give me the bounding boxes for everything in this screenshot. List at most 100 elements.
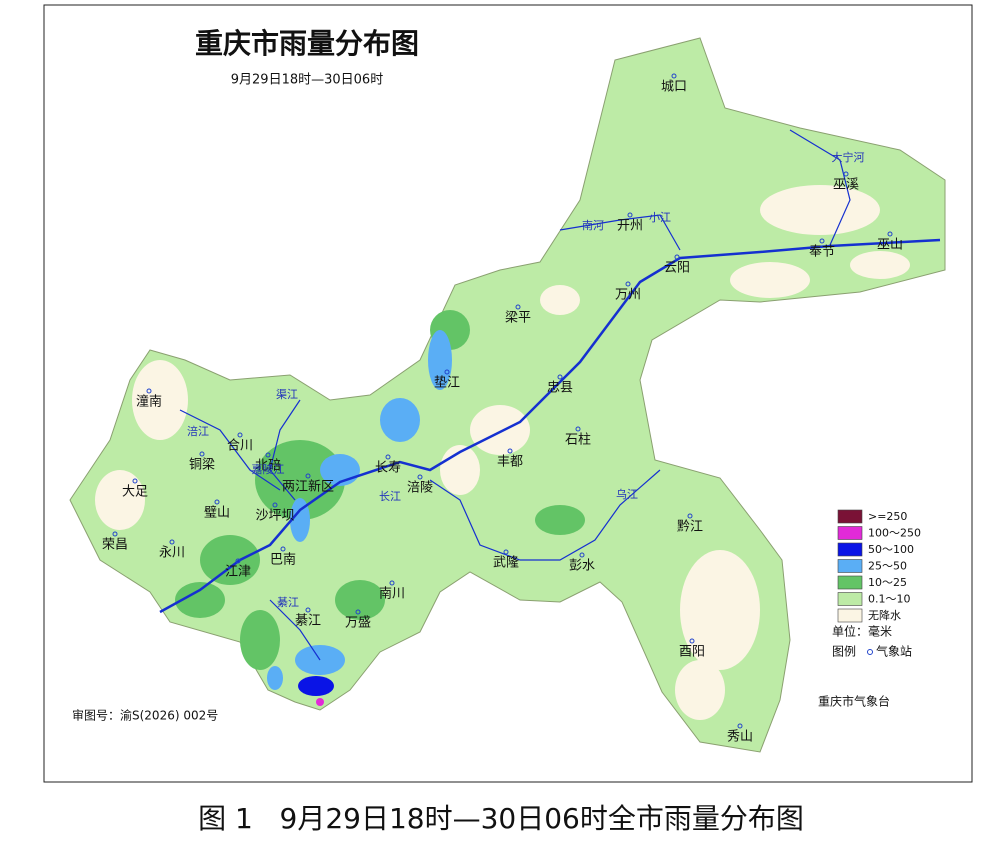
place-label: 黔江: [677, 520, 703, 535]
legend-swatch: [837, 592, 863, 606]
place-label: 大足: [122, 485, 148, 500]
station-dot: [237, 432, 243, 438]
station-dot: [355, 609, 361, 615]
station-dot: [674, 254, 680, 260]
legend-key: 图例: [832, 645, 856, 659]
station-dot: [579, 552, 585, 558]
dry-patch: [470, 405, 530, 455]
station-dot: [887, 231, 893, 237]
station-dot: [417, 474, 423, 480]
rain-patch: [298, 676, 334, 696]
river-label: 綦江: [277, 596, 299, 609]
station-icon: [867, 649, 873, 655]
place-label: 丰都: [497, 455, 523, 470]
river-label: 乌江: [616, 487, 638, 501]
dry-patch: [95, 470, 145, 530]
rain-patch: [380, 398, 420, 442]
station-dot: [169, 539, 175, 545]
station-dot: [280, 546, 286, 552]
dry-patch: [760, 185, 880, 235]
station-dot: [627, 212, 633, 218]
rain-patch: [255, 440, 345, 520]
place-label: 武隆: [493, 556, 519, 571]
station-dot: [737, 723, 743, 729]
place-label: 石柱: [565, 433, 591, 448]
legend-swatch: [837, 575, 863, 590]
river-line: [269, 399, 301, 501]
dry-patch: [850, 251, 910, 279]
place-label: 沙坪坝: [255, 509, 294, 524]
place-label: 万盛: [345, 616, 371, 631]
place-label: 忠县: [547, 381, 573, 396]
dry-patch: [540, 285, 580, 315]
dry-patch: [675, 660, 725, 720]
dry-patch: [132, 360, 188, 440]
station-dot: [625, 281, 631, 287]
station-dot: [575, 426, 581, 432]
station-dot: [199, 451, 205, 457]
rain-patch: [290, 498, 310, 542]
station-dot: [385, 454, 391, 460]
station-dot: [507, 448, 513, 454]
station-dot: [235, 558, 241, 564]
place-label: 江津: [225, 565, 251, 580]
place-label: 合川: [227, 439, 253, 454]
legend-label: 0.1～10: [868, 593, 911, 606]
station-dot: [112, 531, 118, 537]
station-dot: [214, 499, 220, 505]
legend-label: 100～250: [868, 527, 921, 540]
place-label: 南川: [379, 586, 405, 602]
river-label: 长江: [379, 490, 401, 503]
station-dot: [132, 478, 138, 484]
place-label: 綦江: [295, 614, 321, 629]
rain-patch: [316, 698, 324, 706]
river-line: [179, 409, 281, 491]
river-label: 南河: [582, 219, 604, 232]
dry-patch: [680, 550, 760, 670]
rain-patch: [428, 330, 452, 390]
approval-number: 审图号：渝S(2026) 002号: [72, 708, 218, 723]
legend-label: >=250: [868, 510, 907, 523]
legend-swatch: [837, 509, 863, 524]
rain-patch: [535, 505, 585, 535]
river-label: 大宁河: [832, 150, 865, 164]
map-title: 重庆市雨量分布图: [195, 27, 419, 60]
place-label: 梁平: [505, 311, 531, 326]
station-dot: [265, 452, 271, 458]
place-label: 潼南: [136, 394, 162, 410]
station-dot: [557, 374, 563, 380]
station-dot: [515, 304, 521, 310]
station-dot: [819, 238, 825, 244]
place-label: 北碚: [255, 459, 281, 474]
place-label: 涪陵: [407, 481, 433, 496]
station-dot: [843, 171, 849, 177]
station-dot: [671, 73, 677, 79]
river-line: [159, 238, 941, 614]
station-dot: [687, 513, 693, 519]
legend-label: 无降水: [868, 608, 901, 622]
map-subtitle: 9月29日18时—30日06时: [231, 73, 383, 88]
place-label: 城口: [661, 80, 687, 95]
legend-swatch: [837, 608, 863, 623]
station-dot: [689, 638, 695, 644]
place-label: 秀山: [727, 730, 753, 745]
legend-station: 气象站: [876, 644, 912, 659]
place-label: 荣昌: [102, 538, 128, 553]
legend-label: 25～50: [868, 560, 907, 573]
rain-patch: [240, 610, 280, 670]
dry-patch: [730, 262, 810, 298]
place-label: 两江新区: [282, 479, 334, 495]
station-dot: [305, 607, 311, 613]
place-label: 云阳: [664, 261, 690, 276]
station-dot: [146, 388, 152, 394]
legend-swatch: [837, 542, 863, 557]
river-label: 小江: [649, 211, 671, 224]
river-label: 嘉陵江: [252, 462, 285, 476]
place-label: 垫江: [434, 375, 460, 391]
station-dot: [389, 580, 395, 586]
rain-patch: [175, 582, 225, 618]
agency: 重庆市气象台: [818, 694, 890, 709]
place-label: 长寿: [375, 461, 401, 476]
station-dot: [272, 502, 278, 508]
rain-patch: [200, 535, 260, 585]
